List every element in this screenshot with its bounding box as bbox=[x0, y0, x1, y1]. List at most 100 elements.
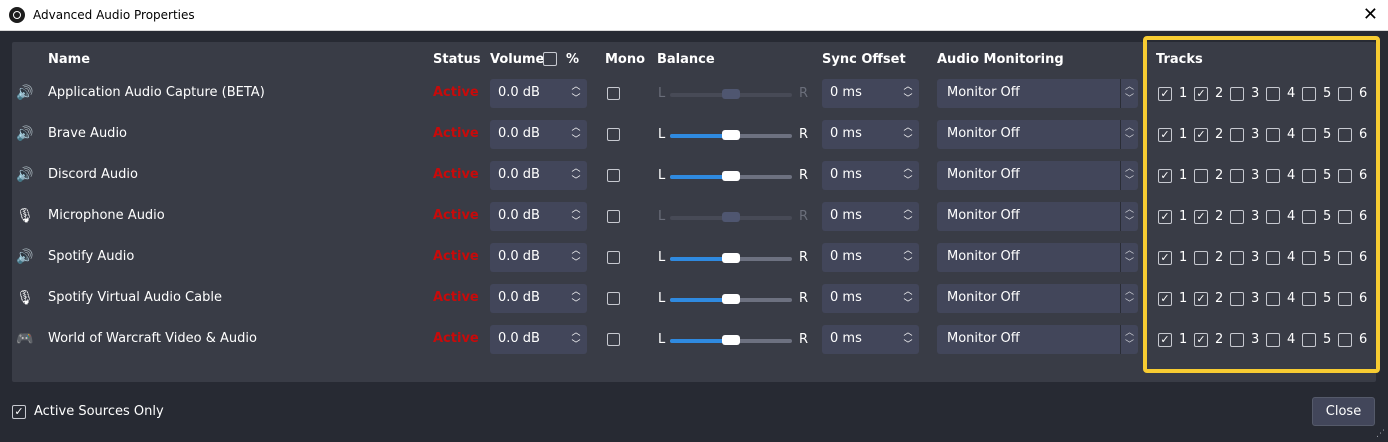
track-4-toggle[interactable]: 4 bbox=[1266, 332, 1295, 347]
track-5-toggle[interactable]: 5 bbox=[1302, 168, 1331, 183]
balance-slider-handle[interactable] bbox=[722, 253, 740, 263]
mono-checkbox[interactable] bbox=[607, 128, 620, 141]
volume-spinbox[interactable]: 0.0 dB ︿ ﹀ bbox=[490, 202, 587, 231]
track-4-toggle[interactable]: 4 bbox=[1266, 250, 1295, 265]
track-5-checkbox[interactable] bbox=[1302, 332, 1316, 347]
track-3-checkbox[interactable] bbox=[1230, 86, 1244, 101]
track-2-checkbox[interactable] bbox=[1194, 168, 1208, 183]
audio-monitoring-select[interactable]: Monitor Off ︿ ﹀ bbox=[937, 79, 1138, 108]
volume-spinbox[interactable]: 0.0 dB ︿ ﹀ bbox=[490, 243, 587, 272]
track-1-checkbox[interactable]: ✓ bbox=[1158, 332, 1172, 347]
balance-slider[interactable] bbox=[670, 212, 792, 222]
track-1-toggle[interactable]: ✓ 1 bbox=[1158, 209, 1187, 224]
track-4-checkbox[interactable] bbox=[1266, 209, 1280, 224]
track-6-checkbox[interactable] bbox=[1338, 86, 1352, 101]
track-4-toggle[interactable]: 4 bbox=[1266, 209, 1295, 224]
balance-slider-handle[interactable] bbox=[722, 130, 740, 140]
track-4-checkbox[interactable] bbox=[1266, 86, 1280, 101]
mono-checkbox[interactable] bbox=[607, 251, 620, 264]
audio-monitoring-select[interactable]: Monitor Off ︿ ﹀ bbox=[937, 120, 1138, 149]
audio-monitoring-select[interactable]: Monitor Off ︿ ﹀ bbox=[937, 202, 1138, 231]
sync-offset-spinbox[interactable]: 0 ms ︿ ﹀ bbox=[822, 161, 919, 190]
sync-offset-spinbox[interactable]: 0 ms ︿ ﹀ bbox=[822, 79, 919, 108]
sync-offset-value[interactable]: 0 ms bbox=[830, 208, 862, 223]
track-3-checkbox[interactable] bbox=[1230, 127, 1244, 142]
sync-offset-value[interactable]: 0 ms bbox=[830, 331, 862, 346]
track-1-checkbox[interactable]: ✓ bbox=[1158, 250, 1172, 265]
track-5-checkbox[interactable] bbox=[1302, 127, 1316, 142]
sync-stepper-icon[interactable]: ︿ ﹀ bbox=[903, 205, 913, 227]
track-2-toggle[interactable]: 2 bbox=[1194, 168, 1223, 183]
volume-spinbox[interactable]: 0.0 dB ︿ ﹀ bbox=[490, 284, 587, 313]
track-3-toggle[interactable]: 3 bbox=[1230, 168, 1259, 183]
volume-value[interactable]: 0.0 dB bbox=[498, 126, 540, 141]
close-window-icon[interactable]: ✕ bbox=[1362, 4, 1378, 25]
balance-slider-handle[interactable] bbox=[722, 89, 740, 99]
volume-spinbox[interactable]: 0.0 dB ︿ ﹀ bbox=[490, 161, 587, 190]
sync-offset-value[interactable]: 0 ms bbox=[830, 290, 862, 305]
sync-stepper-icon[interactable]: ︿ ﹀ bbox=[903, 328, 913, 350]
volume-stepper-icon[interactable]: ︿ ﹀ bbox=[571, 328, 581, 350]
balance-slider[interactable] bbox=[670, 253, 792, 263]
track-1-checkbox[interactable]: ✓ bbox=[1158, 168, 1172, 183]
select-arrows-icon[interactable]: ︿ ﹀ bbox=[1120, 120, 1138, 149]
track-3-toggle[interactable]: 3 bbox=[1230, 332, 1259, 347]
track-1-toggle[interactable]: ✓ 1 bbox=[1158, 250, 1187, 265]
track-1-toggle[interactable]: ✓ 1 bbox=[1158, 332, 1187, 347]
track-3-toggle[interactable]: 3 bbox=[1230, 291, 1259, 306]
track-5-toggle[interactable]: 5 bbox=[1302, 86, 1331, 101]
sync-offset-spinbox[interactable]: 0 ms ︿ ﹀ bbox=[822, 120, 919, 149]
track-6-checkbox[interactable] bbox=[1338, 250, 1352, 265]
sync-stepper-icon[interactable]: ︿ ﹀ bbox=[903, 123, 913, 145]
track-2-checkbox[interactable]: ✓ bbox=[1194, 332, 1208, 347]
track-2-toggle[interactable]: ✓ 2 bbox=[1194, 332, 1223, 347]
volume-value[interactable]: 0.0 dB bbox=[498, 249, 540, 264]
volume-percent-checkbox[interactable] bbox=[543, 52, 557, 66]
select-arrows-icon[interactable]: ︿ ﹀ bbox=[1120, 161, 1138, 190]
balance-slider[interactable] bbox=[670, 171, 792, 181]
track-2-toggle[interactable]: ✓ 2 bbox=[1194, 86, 1223, 101]
balance-slider[interactable] bbox=[670, 130, 792, 140]
balance-slider-handle[interactable] bbox=[722, 335, 740, 345]
volume-stepper-icon[interactable]: ︿ ﹀ bbox=[571, 205, 581, 227]
track-2-toggle[interactable]: ✓ 2 bbox=[1194, 209, 1223, 224]
volume-value[interactable]: 0.0 dB bbox=[498, 85, 540, 100]
track-5-toggle[interactable]: 5 bbox=[1302, 332, 1331, 347]
balance-slider[interactable] bbox=[670, 335, 792, 345]
volume-value[interactable]: 0.0 dB bbox=[498, 208, 540, 223]
track-2-toggle[interactable]: ✓ 2 bbox=[1194, 291, 1223, 306]
track-1-checkbox[interactable]: ✓ bbox=[1158, 127, 1172, 142]
select-arrows-icon[interactable]: ︿ ﹀ bbox=[1120, 202, 1138, 231]
track-1-toggle[interactable]: ✓ 1 bbox=[1158, 291, 1187, 306]
volume-value[interactable]: 0.0 dB bbox=[498, 290, 540, 305]
track-2-checkbox[interactable]: ✓ bbox=[1194, 291, 1208, 306]
audio-monitoring-select[interactable]: Monitor Off ︿ ﹀ bbox=[937, 284, 1138, 313]
track-5-checkbox[interactable] bbox=[1302, 86, 1316, 101]
track-3-checkbox[interactable] bbox=[1230, 332, 1244, 347]
track-4-checkbox[interactable] bbox=[1266, 168, 1280, 183]
mono-checkbox[interactable] bbox=[607, 333, 620, 346]
track-3-checkbox[interactable] bbox=[1230, 209, 1244, 224]
track-4-toggle[interactable]: 4 bbox=[1266, 86, 1295, 101]
sync-offset-spinbox[interactable]: 0 ms ︿ ﹀ bbox=[822, 202, 919, 231]
track-6-toggle[interactable]: 6 bbox=[1338, 127, 1367, 142]
track-2-checkbox[interactable]: ✓ bbox=[1194, 209, 1208, 224]
audio-monitoring-select[interactable]: Monitor Off ︿ ﹀ bbox=[937, 325, 1138, 354]
volume-spinbox[interactable]: 0.0 dB ︿ ﹀ bbox=[490, 120, 587, 149]
sync-stepper-icon[interactable]: ︿ ﹀ bbox=[903, 82, 913, 104]
mono-checkbox[interactable] bbox=[607, 169, 620, 182]
mono-checkbox[interactable] bbox=[607, 210, 620, 223]
track-6-checkbox[interactable] bbox=[1338, 168, 1352, 183]
sync-offset-value[interactable]: 0 ms bbox=[830, 167, 862, 182]
mono-checkbox[interactable] bbox=[607, 292, 620, 305]
balance-slider-handle[interactable] bbox=[722, 294, 740, 304]
track-4-toggle[interactable]: 4 bbox=[1266, 168, 1295, 183]
track-1-toggle[interactable]: ✓ 1 bbox=[1158, 168, 1187, 183]
track-4-toggle[interactable]: 4 bbox=[1266, 127, 1295, 142]
track-5-toggle[interactable]: 5 bbox=[1302, 250, 1331, 265]
balance-slider-handle[interactable] bbox=[722, 212, 740, 222]
track-3-toggle[interactable]: 3 bbox=[1230, 209, 1259, 224]
select-arrows-icon[interactable]: ︿ ﹀ bbox=[1120, 284, 1138, 313]
sync-offset-value[interactable]: 0 ms bbox=[830, 249, 862, 264]
track-5-toggle[interactable]: 5 bbox=[1302, 291, 1331, 306]
